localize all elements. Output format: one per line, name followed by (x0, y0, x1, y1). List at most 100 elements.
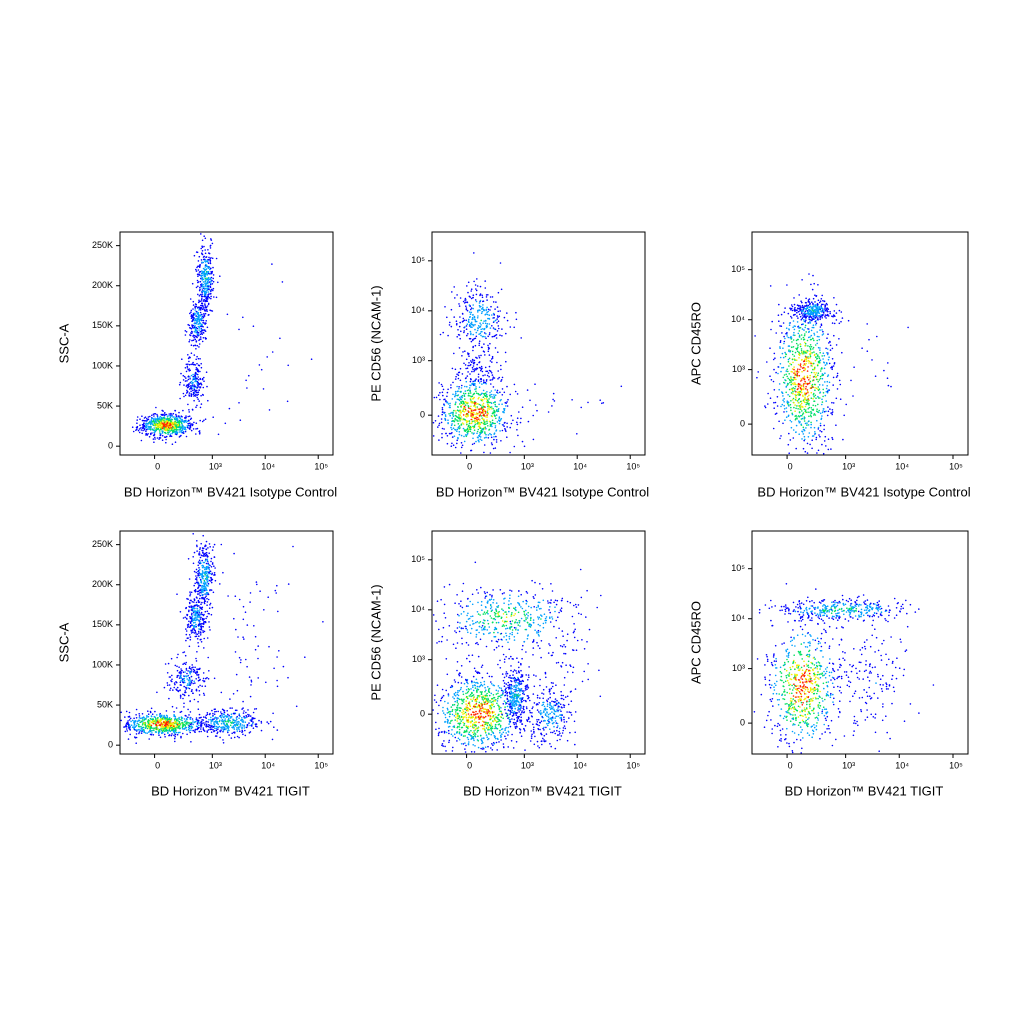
event-dot (808, 420, 810, 422)
event-dot (509, 326, 512, 328)
event-dot (149, 426, 151, 429)
event-dot (215, 710, 217, 713)
event-dot (462, 427, 465, 430)
event-dot (120, 711, 122, 714)
event-dot (776, 396, 779, 398)
event-dot (482, 374, 484, 377)
event-dot (125, 710, 128, 713)
event-dot (179, 381, 182, 384)
event-dot (803, 429, 806, 432)
event-dot (197, 379, 200, 381)
event-dot (801, 323, 803, 326)
event-dot (251, 722, 254, 725)
event-dot (810, 345, 813, 348)
event-dot (781, 332, 783, 334)
event-dot (835, 312, 838, 314)
event-dot (470, 418, 473, 421)
event-dot (452, 419, 454, 422)
event-dot (184, 726, 187, 729)
event-dot (245, 714, 247, 717)
event-dot (191, 689, 193, 691)
event-dot (790, 421, 793, 423)
event-dot (188, 411, 190, 413)
event-dot (440, 421, 443, 424)
event-dot (481, 296, 484, 299)
event-dot (822, 388, 824, 391)
event-dot (792, 346, 795, 348)
event-dot (162, 727, 165, 729)
event-dot (485, 398, 488, 400)
event-dot (196, 427, 199, 430)
event-dot (243, 715, 245, 718)
event-dot (240, 719, 242, 721)
event-dot (491, 443, 494, 446)
event-dot (455, 401, 457, 404)
event-dot (145, 725, 147, 727)
event-dot (454, 414, 457, 417)
event-dot (196, 344, 199, 347)
event-dot (819, 412, 822, 415)
event-dot (178, 720, 181, 723)
event-dot (208, 281, 211, 283)
event-dot (813, 368, 815, 371)
event-dot (484, 336, 486, 338)
event-dot (449, 404, 451, 407)
event-dot (145, 427, 147, 429)
event-dot (797, 363, 800, 366)
event-dot (468, 321, 470, 324)
event-dot (815, 438, 817, 441)
event-dot (807, 359, 810, 362)
event-dot (819, 375, 822, 378)
event-dot (490, 383, 492, 385)
event-dot (794, 306, 796, 309)
event-dot (500, 288, 503, 291)
event-dot (206, 290, 208, 292)
event-dot (801, 414, 803, 417)
event-dot (244, 729, 246, 732)
event-dot (473, 405, 475, 408)
event-dot (215, 257, 218, 260)
event-dot (790, 406, 792, 409)
event-dot (152, 734, 155, 736)
event-dot (208, 313, 210, 316)
event-dot (462, 300, 465, 303)
event-dot (807, 408, 809, 410)
event-dot (478, 403, 481, 406)
event-dot (193, 399, 195, 402)
event-dot (499, 334, 501, 337)
event-dot (802, 426, 805, 429)
event-dot (795, 359, 798, 362)
event-dot (479, 427, 482, 430)
event-dot (189, 376, 191, 378)
event-dot (823, 440, 826, 442)
event-dot (446, 395, 448, 398)
event-dot (794, 404, 796, 406)
event-dot (477, 439, 480, 442)
event-dot (789, 419, 791, 422)
event-dot (506, 436, 508, 439)
event-dot (795, 309, 798, 312)
event-dot (202, 258, 205, 261)
event-dot (189, 339, 191, 341)
event-dot (164, 724, 166, 726)
event-dot (236, 724, 239, 727)
event-dot (210, 716, 212, 719)
event-dot (209, 309, 211, 312)
event-dot (451, 442, 453, 445)
event-dot (198, 329, 200, 331)
event-dot (207, 729, 210, 731)
event-dot (187, 375, 190, 378)
event-dot (152, 722, 155, 725)
event-dot (824, 364, 827, 366)
event-dot (478, 344, 481, 347)
event-dot (471, 443, 474, 446)
event-dot (195, 422, 198, 425)
panel (754, 273, 909, 455)
event-dot (150, 733, 153, 736)
event-dot (467, 364, 470, 367)
event-dot (800, 338, 803, 340)
event-dot (135, 429, 137, 432)
event-dot (186, 386, 189, 389)
event-dot (826, 363, 828, 365)
event-dot (488, 354, 491, 356)
